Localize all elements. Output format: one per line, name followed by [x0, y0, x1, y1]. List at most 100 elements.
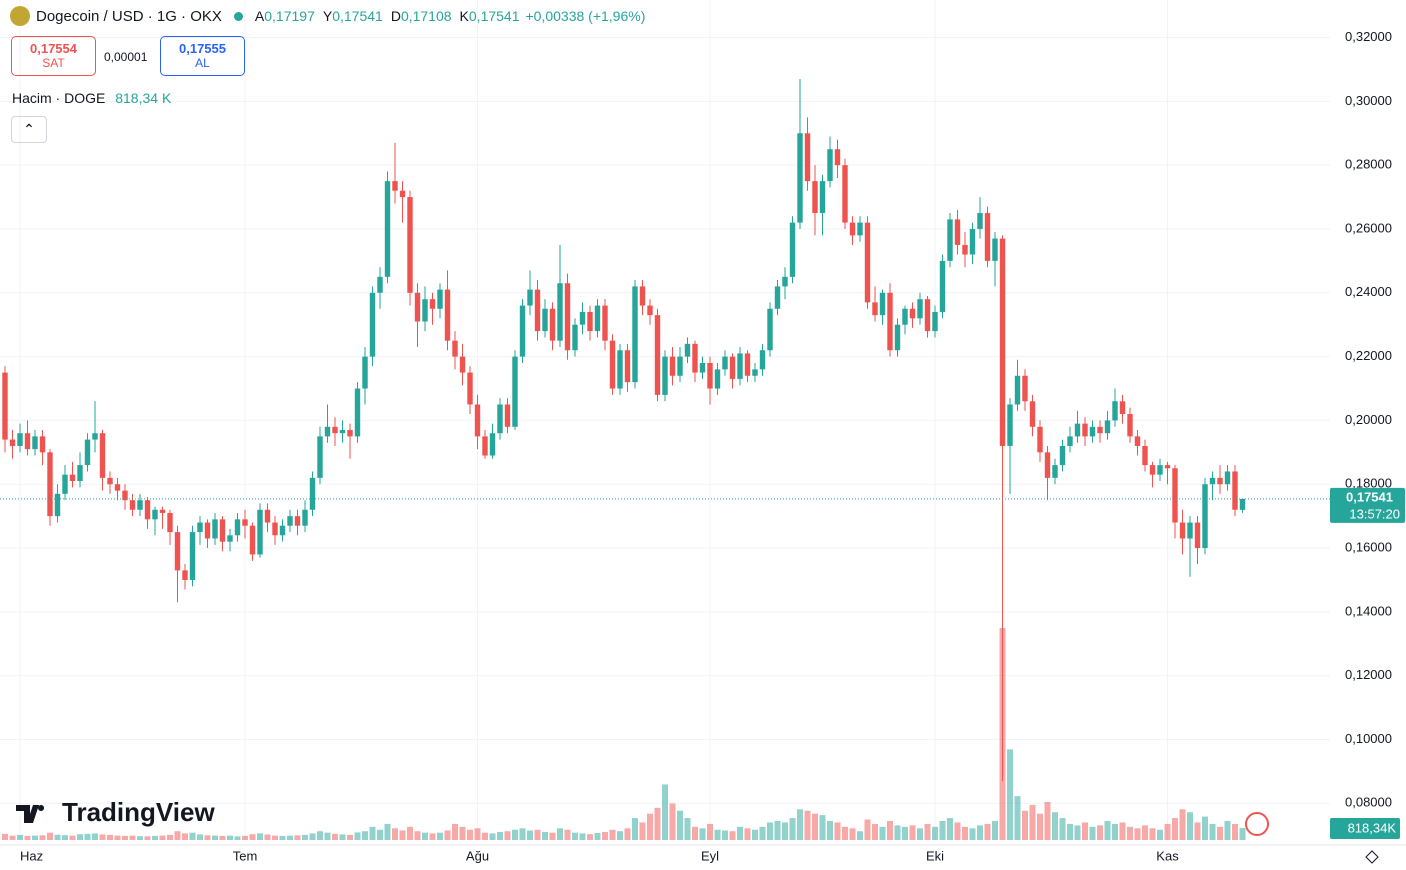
candle-body: [947, 219, 953, 261]
volume-bar: [1089, 826, 1096, 840]
candle-body: [369, 292, 376, 357]
volume-bar: [879, 826, 886, 840]
volume-bar: [1007, 749, 1013, 840]
candle-body: [227, 535, 233, 542]
candle-body: [459, 356, 466, 373]
volume-bar: [77, 834, 83, 840]
brand-name: TradingView: [62, 797, 215, 827]
candle-body: [797, 133, 803, 223]
candle-body: [497, 404, 503, 434]
candle-body: [879, 292, 886, 316]
volume-bar: [497, 831, 503, 840]
volume-bar: [204, 835, 211, 840]
buy-button[interactable]: 0,17555 AL: [160, 36, 245, 76]
volume-bar: [219, 835, 226, 840]
y-tick-label: 0,30000: [1345, 93, 1392, 108]
candle-body: [99, 433, 106, 478]
volume-bar: [947, 818, 953, 840]
candle-body: [354, 388, 361, 437]
volume-bar: [1194, 822, 1201, 840]
volume-bar: [677, 810, 683, 840]
candle-body: [549, 308, 556, 341]
volume-bar: [1127, 826, 1133, 840]
x-tick-label: Kas: [1156, 848, 1179, 863]
candle-body: [752, 369, 758, 376]
volume-bar: [1029, 804, 1036, 840]
y-tick-label: 0,24000: [1345, 284, 1392, 299]
volume-bar: [354, 832, 361, 840]
candle-body: [662, 356, 668, 395]
ohlc-value: 0,17541: [332, 8, 383, 24]
spread: 0,00001: [104, 50, 148, 64]
volume-bar: [1187, 812, 1193, 840]
status-dot: [233, 11, 243, 21]
volume-bar: [572, 832, 578, 840]
volume-bar: [9, 835, 16, 840]
collapse-button[interactable]: ⌃: [11, 116, 47, 143]
volume-bar: [414, 831, 421, 840]
volume-bar: [1044, 801, 1051, 840]
candle-body: [722, 356, 728, 370]
volume-bar: [152, 835, 158, 840]
candle-body: [594, 305, 601, 332]
volume-bar: [242, 835, 248, 840]
candle-body: [962, 244, 968, 255]
volume-bar: [1037, 813, 1043, 840]
candle-body: [474, 404, 481, 437]
volume-bar: [527, 830, 533, 840]
candle-body: [1187, 522, 1193, 539]
volume-bar: [789, 818, 796, 840]
volume-bar: [474, 828, 481, 840]
volume-bar: [1172, 818, 1178, 840]
candle-body: [1232, 471, 1238, 510]
candle-body: [384, 181, 391, 277]
candle-body: [174, 532, 181, 571]
volume-bar: [917, 828, 923, 840]
volume-bar: [1142, 825, 1148, 840]
volume-bar: [1149, 828, 1156, 840]
candle-body: [129, 500, 136, 510]
volume-bar: [842, 826, 848, 840]
candle-body: [1022, 375, 1028, 402]
sell-button[interactable]: 0,17554 SAT: [11, 36, 96, 76]
volume-bar: [1097, 825, 1103, 840]
candle-body: [759, 350, 766, 370]
candle-body: [789, 222, 796, 277]
candle-body: [864, 222, 871, 303]
volume-bar: [272, 835, 278, 840]
candle-body: [1067, 436, 1073, 446]
candle-body: [917, 299, 923, 319]
symbol[interactable]: Dogecoin / USD · 1G · OKX: [36, 7, 222, 25]
volume-bar: [144, 836, 151, 840]
volume-bar: [782, 822, 788, 840]
volume-bar: [1104, 820, 1111, 840]
volume-bar: [317, 831, 323, 840]
candle-body: [264, 509, 271, 523]
candle-body: [489, 433, 496, 456]
candle-body: [152, 509, 158, 520]
candle-body: [1089, 426, 1096, 437]
candle-body: [557, 283, 563, 341]
candle-body: [77, 465, 83, 482]
candle-body: [1179, 522, 1186, 539]
volume-bar: [744, 828, 751, 840]
volume-bar: [534, 829, 541, 840]
volume-bar: [279, 835, 286, 840]
volume-bar: [1112, 823, 1118, 840]
candle-body: [1059, 445, 1066, 466]
ohlc-value: 0,17541: [468, 8, 520, 24]
volume-bar: [722, 830, 728, 840]
volume-bar: [429, 833, 436, 840]
volume-bar: [122, 835, 128, 840]
candle-body: [819, 181, 826, 214]
candle-body: [1104, 420, 1111, 434]
volume-bar: [864, 819, 871, 840]
volume-bar: [107, 834, 113, 840]
candle-body: [407, 197, 413, 293]
candle-body: [842, 165, 848, 223]
ohlc-item: A0,17197: [255, 8, 315, 24]
volume-bar: [602, 831, 608, 840]
candle-body: [782, 276, 788, 287]
volume-bar: [47, 832, 53, 840]
volume-bar: [1052, 812, 1058, 840]
